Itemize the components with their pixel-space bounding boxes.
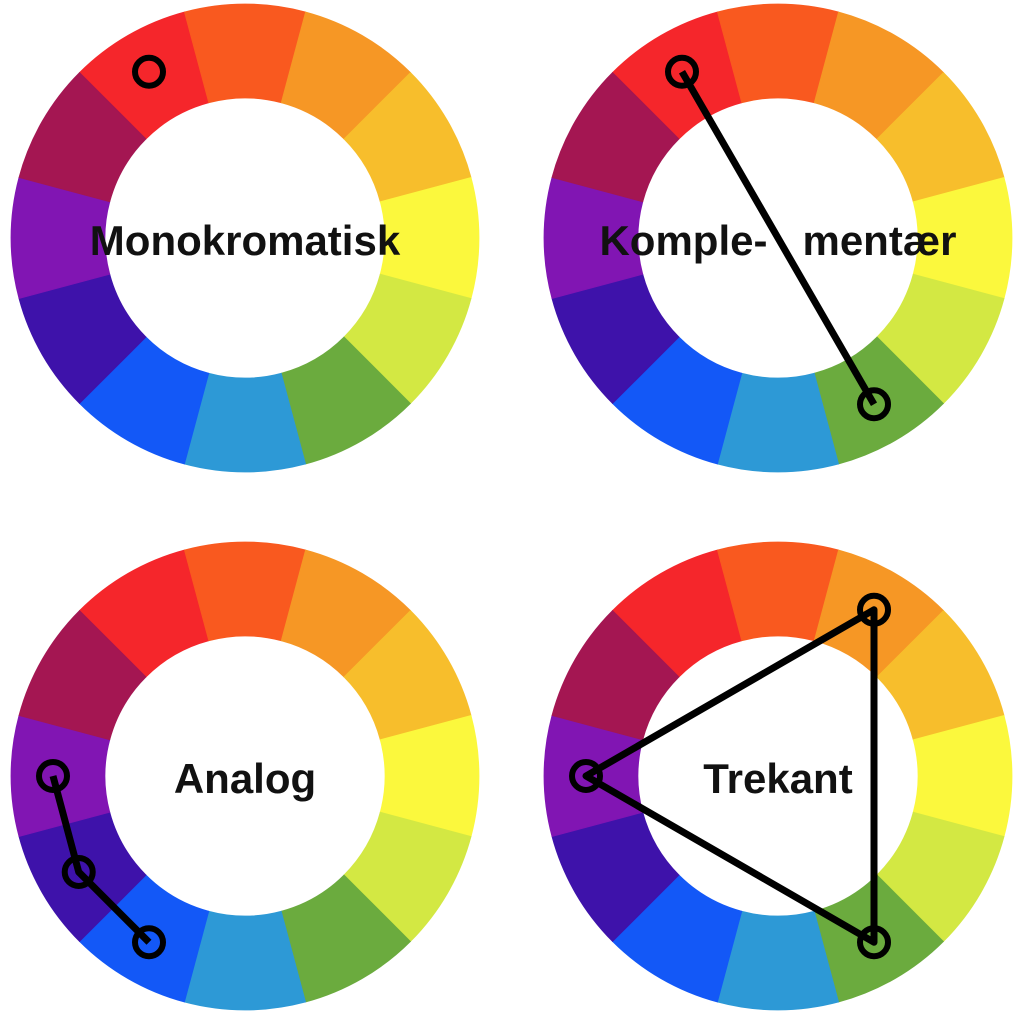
selection-marker bbox=[857, 592, 891, 627]
wheel-label-komplementaer: Komple- mentær bbox=[599, 217, 956, 264]
selection-marker bbox=[857, 925, 891, 960]
selection-marker bbox=[569, 759, 603, 793]
wheel-trekant bbox=[543, 541, 1013, 1011]
wheel-segment bbox=[18, 609, 147, 741]
wheel-segment bbox=[551, 71, 680, 203]
selection-marker bbox=[61, 855, 96, 889]
wheel-label-analog: Analog bbox=[174, 755, 316, 802]
wheel-label-trekant: Trekant bbox=[703, 755, 852, 802]
wheel-segment bbox=[551, 609, 680, 741]
selection-marker bbox=[857, 387, 891, 422]
selection-marker bbox=[665, 54, 699, 89]
wheel-komplementaer bbox=[543, 3, 1013, 473]
connector-line bbox=[678, 69, 878, 407]
connector-line bbox=[49, 775, 152, 945]
selection-marker bbox=[132, 925, 166, 960]
wheel-label-monokromatisk: Monokromatisk bbox=[90, 217, 401, 264]
selection-marker bbox=[36, 759, 70, 793]
selection-marker bbox=[132, 54, 166, 89]
wheel-segment bbox=[18, 71, 147, 203]
wheel-monokromatisk bbox=[10, 3, 480, 473]
wheel-analog bbox=[10, 541, 480, 1011]
connector-line bbox=[582, 606, 878, 946]
